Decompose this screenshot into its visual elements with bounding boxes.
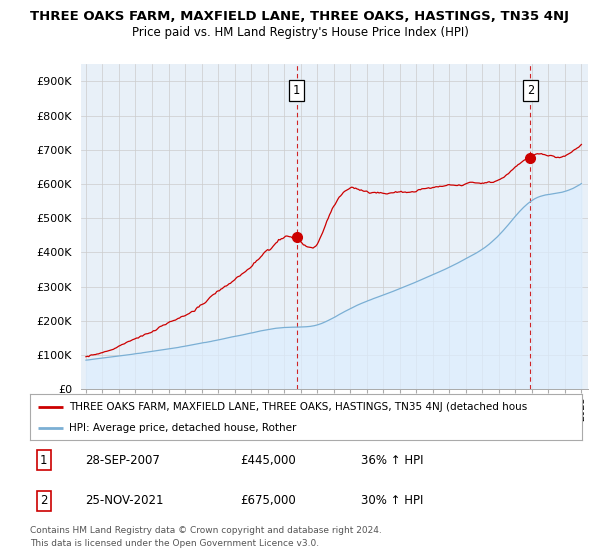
Text: 2: 2 <box>527 84 534 97</box>
Text: This data is licensed under the Open Government Licence v3.0.: This data is licensed under the Open Gov… <box>30 539 319 548</box>
Text: 1: 1 <box>293 84 300 97</box>
Text: THREE OAKS FARM, MAXFIELD LANE, THREE OAKS, HASTINGS, TN35 4NJ (detached hous: THREE OAKS FARM, MAXFIELD LANE, THREE OA… <box>68 402 527 412</box>
Text: 36% ↑ HPI: 36% ↑ HPI <box>361 454 424 467</box>
Text: 2: 2 <box>40 494 47 507</box>
Text: HPI: Average price, detached house, Rother: HPI: Average price, detached house, Roth… <box>68 423 296 433</box>
Text: 1: 1 <box>40 454 47 467</box>
Text: 25-NOV-2021: 25-NOV-2021 <box>85 494 164 507</box>
Text: Price paid vs. HM Land Registry's House Price Index (HPI): Price paid vs. HM Land Registry's House … <box>131 26 469 39</box>
Text: £445,000: £445,000 <box>240 454 296 467</box>
Text: Contains HM Land Registry data © Crown copyright and database right 2024.: Contains HM Land Registry data © Crown c… <box>30 526 382 535</box>
Text: £675,000: £675,000 <box>240 494 296 507</box>
Text: THREE OAKS FARM, MAXFIELD LANE, THREE OAKS, HASTINGS, TN35 4NJ: THREE OAKS FARM, MAXFIELD LANE, THREE OA… <box>31 10 569 23</box>
Text: 28-SEP-2007: 28-SEP-2007 <box>85 454 160 467</box>
Text: 30% ↑ HPI: 30% ↑ HPI <box>361 494 424 507</box>
